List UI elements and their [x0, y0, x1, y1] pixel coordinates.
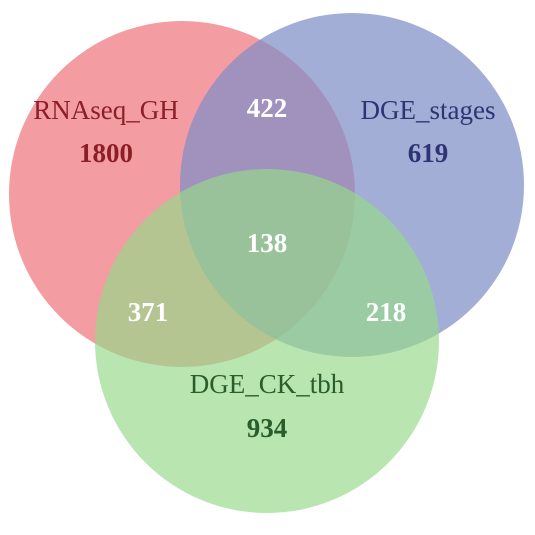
set-only-count-rnaseq-gh: 1800: [79, 138, 133, 168]
set-label-dge-ck-tbh: DGE_CK_tbh: [190, 369, 345, 399]
overlap-count-rnaseq-dge-stages: 422: [247, 93, 288, 123]
set-circle-dge-ck-tbh: [95, 169, 439, 513]
set-only-count-dge-ck-tbh: 934: [247, 413, 288, 443]
overlap-count-all-three: 138: [247, 228, 288, 258]
set-label-dge-stages: DGE_stages: [361, 95, 496, 125]
overlap-count-dge-stages-dge-ck-tbh: 218: [366, 297, 407, 327]
set-only-count-dge-stages: 619: [408, 138, 449, 168]
overlap-count-rnaseq-dge-ck-tbh: 371: [128, 297, 169, 327]
set-label-rnaseq-gh: RNAseq_GH: [33, 95, 179, 125]
